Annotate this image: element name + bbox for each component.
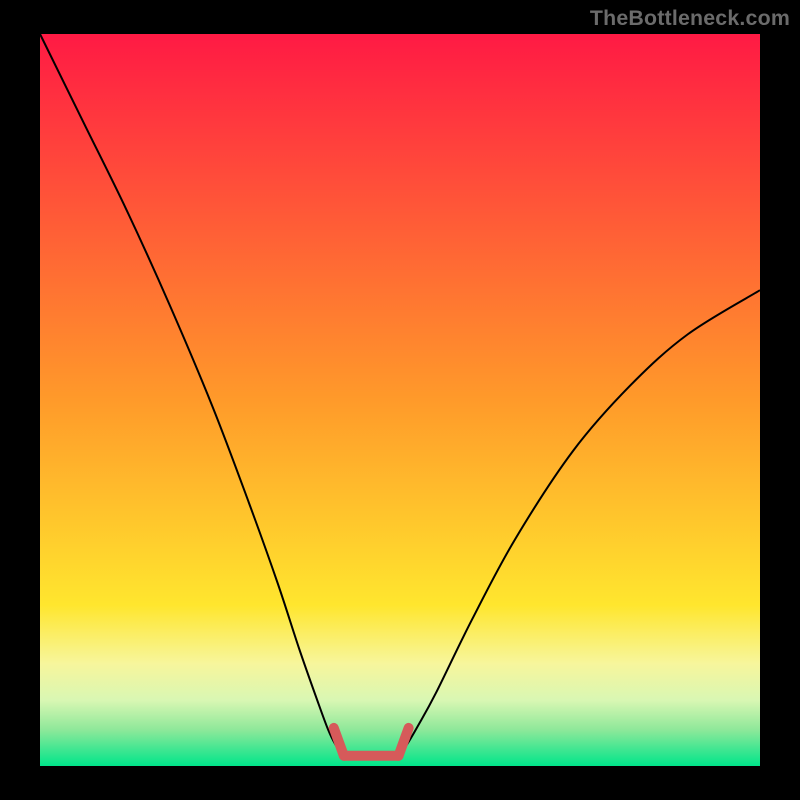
bottleneck-curve <box>40 34 760 758</box>
curve-overlay <box>0 0 800 800</box>
chart-frame: TheBottleneck.com <box>0 0 800 800</box>
trough-cap-right <box>399 728 409 756</box>
